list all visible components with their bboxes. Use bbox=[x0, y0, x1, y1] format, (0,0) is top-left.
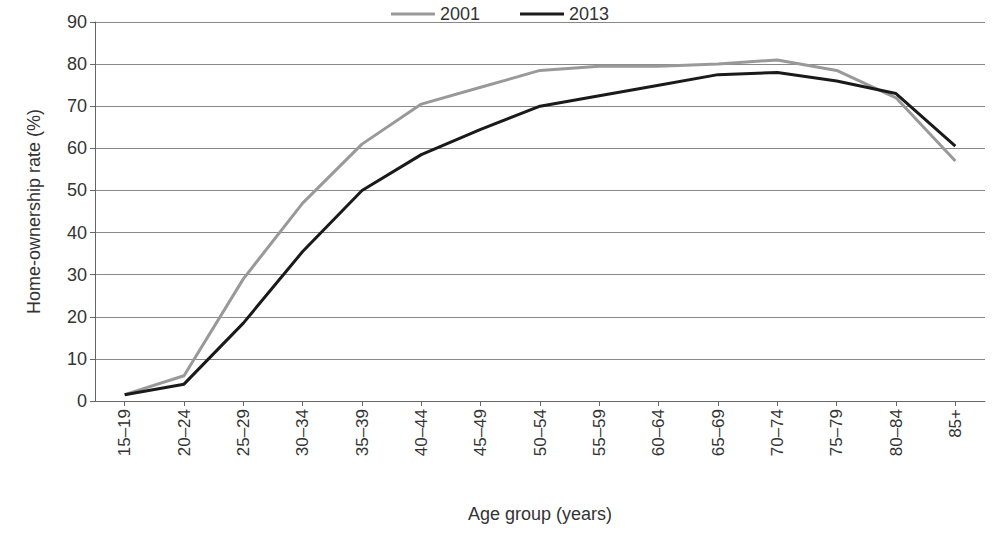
svg-text:0: 0 bbox=[77, 391, 87, 411]
svg-text:30: 30 bbox=[67, 265, 87, 285]
svg-text:55–59: 55–59 bbox=[590, 409, 609, 456]
svg-text:65–69: 65–69 bbox=[709, 409, 728, 456]
svg-text:40: 40 bbox=[67, 223, 87, 243]
svg-text:60–64: 60–64 bbox=[649, 409, 668, 456]
svg-text:70: 70 bbox=[67, 96, 87, 116]
svg-text:60: 60 bbox=[67, 138, 87, 158]
svg-text:Age group (years): Age group (years) bbox=[468, 504, 612, 524]
svg-text:25–29: 25–29 bbox=[234, 409, 253, 456]
svg-text:80: 80 bbox=[67, 54, 87, 74]
svg-text:Home-ownership rate (%): Home-ownership rate (%) bbox=[24, 109, 44, 314]
svg-text:85+: 85+ bbox=[946, 409, 965, 438]
svg-text:45–49: 45–49 bbox=[471, 409, 490, 456]
svg-text:40–44: 40–44 bbox=[412, 409, 431, 456]
svg-text:15–19: 15–19 bbox=[115, 409, 134, 456]
svg-text:10: 10 bbox=[67, 349, 87, 369]
svg-text:80–84: 80–84 bbox=[887, 409, 906, 456]
svg-text:90: 90 bbox=[67, 12, 87, 32]
svg-text:50–54: 50–54 bbox=[531, 409, 550, 456]
svg-text:30–34: 30–34 bbox=[293, 409, 312, 456]
svg-text:2001: 2001 bbox=[440, 4, 480, 24]
svg-text:70–74: 70–74 bbox=[768, 409, 787, 456]
svg-text:35–39: 35–39 bbox=[353, 409, 372, 456]
svg-text:75–79: 75–79 bbox=[827, 409, 846, 456]
svg-text:20–24: 20–24 bbox=[175, 409, 194, 456]
svg-text:50: 50 bbox=[67, 180, 87, 200]
svg-text:2013: 2013 bbox=[569, 4, 609, 24]
svg-text:20: 20 bbox=[67, 307, 87, 327]
